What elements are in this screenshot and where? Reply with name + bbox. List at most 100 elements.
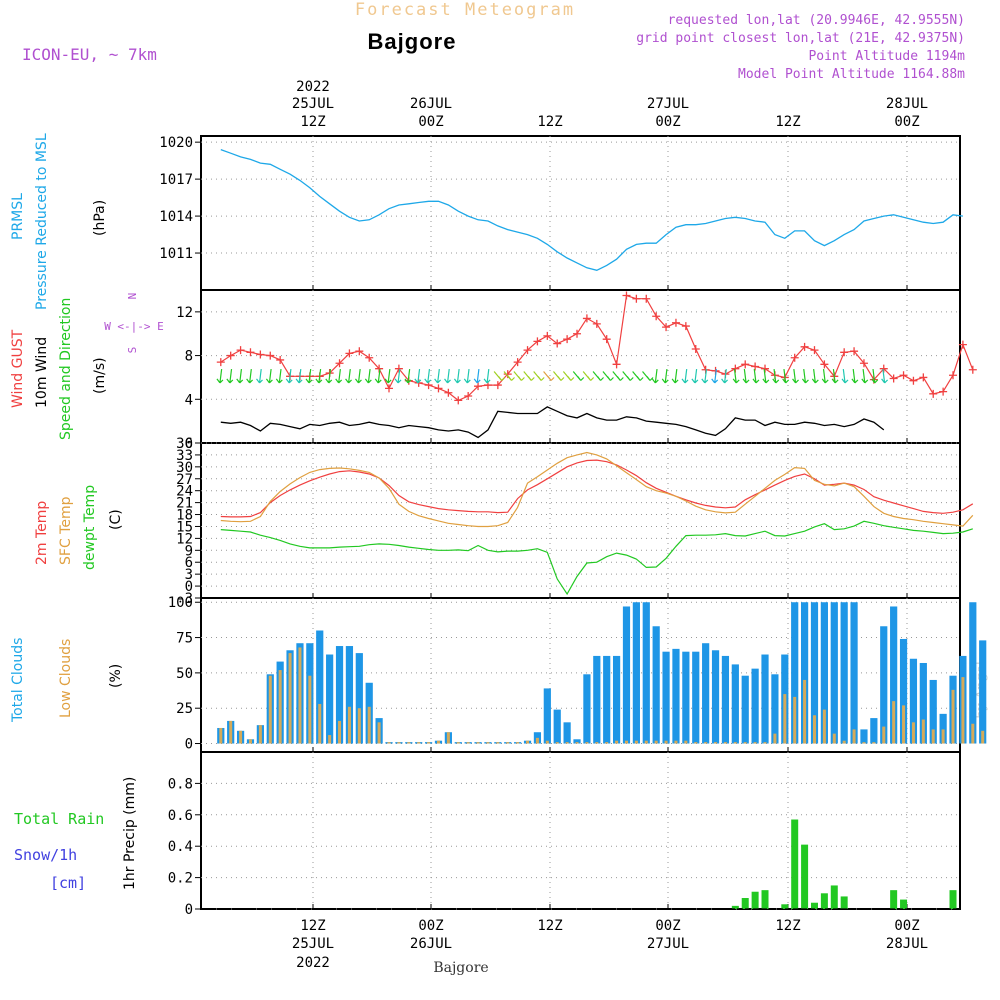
low-cloud-bar <box>862 742 866 744</box>
top-hour-label: 12Z <box>775 114 800 130</box>
y-tick-label: 18 <box>176 508 193 524</box>
bottom-hour-label: 00Z <box>894 918 919 934</box>
gust-label: Wind GUST <box>10 329 26 408</box>
top-hour-label: 12Z <box>300 114 325 130</box>
y-tick-label: 0 <box>185 737 193 753</box>
wind-direction-arrow <box>216 369 224 384</box>
wind-direction-arrow <box>612 371 624 381</box>
total-cloud-bar <box>909 658 918 744</box>
wind-direction-arrow <box>792 369 799 384</box>
wind-direction-arrow <box>701 369 709 384</box>
y-tick-label: 1020 <box>159 135 193 151</box>
low-cloud-bar <box>239 730 243 744</box>
y-tick-label: 21 <box>176 496 193 512</box>
low-cloud-bar <box>565 742 569 744</box>
low-cloud-bar <box>911 722 915 744</box>
low-cloud-bar <box>842 740 846 744</box>
low-cloud-bar <box>436 740 440 744</box>
wind-direction-arrow <box>553 371 565 381</box>
low-cloud-bar <box>832 733 836 744</box>
gust-marker <box>434 384 443 393</box>
bottom-date-label: 27JUL <box>647 936 689 952</box>
gust-marker <box>681 322 690 331</box>
panel-frame <box>200 289 961 444</box>
wind-direction-arrow <box>762 369 770 384</box>
total-cloud-bar <box>603 655 611 744</box>
total-cloud-bar <box>870 718 878 744</box>
wind-direction-arrow <box>483 369 491 384</box>
wind-direction-arrow <box>335 369 343 384</box>
gust-marker <box>276 355 285 364</box>
y-tick-label: 0 <box>185 436 193 452</box>
wind-direction-arrow <box>543 371 555 381</box>
y-tick-label: 0.2 <box>168 871 193 887</box>
top-hour-label: 00Z <box>418 114 443 130</box>
low-cloud-bar <box>456 742 460 744</box>
wind-direction-arrow <box>246 369 254 384</box>
wind-direction-arrow <box>691 369 699 384</box>
wind-direction-arrow <box>671 369 679 384</box>
total-cloud-bar <box>731 664 739 744</box>
pressure-labels: PRMSL Pressure Reduced to MSL (hPa) <box>10 133 108 310</box>
gust-marker <box>671 318 680 327</box>
y-tick-label: 8 <box>185 349 193 365</box>
total-cloud-bar <box>632 602 640 744</box>
compass-ew-label: W <-|-> E <box>104 320 164 333</box>
wind-direction-arrow <box>453 369 461 384</box>
wind-direction-arrow <box>582 371 595 381</box>
rain-bar <box>820 893 828 909</box>
y-tick-label: 4 <box>185 392 193 408</box>
wind-unit-label: (m/s) <box>92 357 108 394</box>
gust-marker <box>850 347 859 356</box>
gust-marker <box>216 358 225 367</box>
rain-bar <box>900 899 908 909</box>
low-cloud-bar <box>743 742 747 744</box>
gust-marker <box>563 335 572 344</box>
gust-marker <box>365 353 374 362</box>
low-cloud-bar <box>258 725 262 744</box>
y-tick-label: 3 <box>185 567 193 583</box>
total-cloud-bar <box>682 651 690 744</box>
low-cloud-bar <box>298 647 302 744</box>
gust-marker <box>612 360 621 369</box>
low-cloud-bar <box>248 739 252 744</box>
low-cloud-bar <box>516 742 520 744</box>
product-title: Forecast Meteogram <box>355 0 575 20</box>
low-cloud-bar <box>357 708 361 744</box>
low-cloud-bar <box>822 709 826 744</box>
low-cloud-bar <box>654 740 658 744</box>
gust-marker <box>929 389 938 398</box>
y-tick-label: 0 <box>185 902 193 918</box>
total-cloud-bar <box>642 602 650 744</box>
panel-frame <box>200 135 961 291</box>
bottom-hour-label: 00Z <box>418 918 443 934</box>
wind-direction-arrow <box>295 369 303 384</box>
compass-s-label: S <box>126 347 139 354</box>
y-tick-label: 33 <box>176 448 193 464</box>
total-cloud-bar <box>880 626 888 744</box>
low-cloud-bar <box>229 720 233 744</box>
top-hour-label: 00Z <box>894 114 919 130</box>
gust-marker <box>523 346 532 355</box>
low-cloud-bar <box>535 737 539 744</box>
wind-direction-arrow <box>772 369 780 384</box>
point-altitude: Point Altitude 1194m <box>808 49 965 64</box>
total-cloud-bar <box>533 732 542 744</box>
wind-direction-arrow <box>444 369 451 384</box>
low-cloud-bar <box>417 742 421 744</box>
location-title: Bajgore <box>368 29 457 54</box>
model-name: ICON-EU, ~ 7km <box>22 45 157 64</box>
gust-marker <box>662 323 671 332</box>
total-cloud-bar <box>800 602 809 744</box>
low-cloud-bar <box>308 675 312 744</box>
total-cloud-bar <box>919 662 927 744</box>
low-cloud-bar <box>506 742 510 744</box>
snow-label: Snow/1h <box>14 846 77 864</box>
wind-direction-arrow <box>424 369 432 384</box>
wind-direction-arrow <box>265 369 273 384</box>
wind-direction-arrow <box>434 369 442 384</box>
low-cloud-bar <box>941 729 945 744</box>
wind-direction-arrow <box>881 369 889 384</box>
low-cloud-bar <box>773 733 777 744</box>
